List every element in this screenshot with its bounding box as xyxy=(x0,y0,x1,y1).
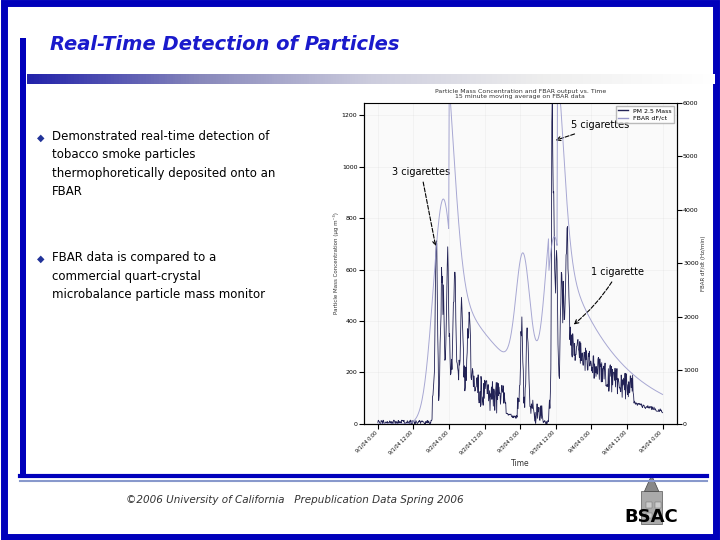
PM 2.5 Mass xyxy=(374,419,382,426)
Line: FBAR dF/ct: FBAR dF/ct xyxy=(378,103,662,424)
X-axis label: Time: Time xyxy=(511,458,529,468)
PM 2.5 Mass xyxy=(447,356,456,362)
PM 2.5 Mass xyxy=(589,353,598,359)
Bar xyxy=(655,502,661,508)
Title: Particle Mass Concentration and FBAR output vs. Time
15 minute moving average on: Particle Mass Concentration and FBAR out… xyxy=(435,89,606,99)
PM 2.5 Mass xyxy=(541,420,550,427)
FBAR dF/ct xyxy=(447,114,456,121)
PM 2.5 Mass xyxy=(503,410,511,417)
Bar xyxy=(646,502,652,508)
Y-axis label: Particle Mass Concentration (μg m⁻³): Particle Mass Concentration (μg m⁻³) xyxy=(333,212,339,314)
Text: 1 cigarette: 1 cigarette xyxy=(575,267,644,323)
FBAR dF/ct xyxy=(445,99,454,106)
FBAR dF/ct xyxy=(658,391,667,397)
Bar xyxy=(646,513,652,518)
Text: Demonstrated real-time detection of
tobacco smoke particles
thermophoretically d: Demonstrated real-time detection of toba… xyxy=(52,130,275,198)
PM 2.5 Mass xyxy=(408,421,416,427)
Text: ©2006 University of California   Prepublication Data Spring 2006: ©2006 University of California Prepublic… xyxy=(127,495,464,505)
PM 2.5 Mass xyxy=(564,293,573,299)
Text: 5 cigarettes: 5 cigarettes xyxy=(557,120,630,140)
Text: BSAC: BSAC xyxy=(625,509,678,526)
PM 2.5 Mass xyxy=(424,418,433,424)
FBAR dF/ct xyxy=(374,421,382,427)
Text: FBAR data is compared to a
commercial quart-crystal
microbalance particle mass m: FBAR data is compared to a commercial qu… xyxy=(52,251,265,301)
FBAR dF/ct xyxy=(541,265,550,271)
Text: ◆: ◆ xyxy=(37,132,45,143)
Y-axis label: FBAR dF/dt (Hz/min): FBAR dF/dt (Hz/min) xyxy=(701,235,706,291)
FBAR dF/ct xyxy=(588,320,597,327)
Text: 3 cigarettes: 3 cigarettes xyxy=(392,166,450,245)
Legend: PM 2.5 Mass, FBAR dF/ct: PM 2.5 Mass, FBAR dF/ct xyxy=(616,106,674,123)
PM 2.5 Mass xyxy=(548,99,557,106)
PM 2.5 Mass xyxy=(658,409,667,416)
Bar xyxy=(655,513,661,518)
FBAR dF/ct xyxy=(503,346,511,352)
Line: PM 2.5 Mass: PM 2.5 Mass xyxy=(378,103,662,424)
Text: ◆: ◆ xyxy=(37,254,45,264)
FBAR dF/ct xyxy=(424,348,433,354)
Polygon shape xyxy=(644,475,659,491)
FBAR dF/ct xyxy=(564,219,573,225)
Bar xyxy=(641,491,662,524)
Text: Real-Time Detection of Particles: Real-Time Detection of Particles xyxy=(50,35,400,54)
